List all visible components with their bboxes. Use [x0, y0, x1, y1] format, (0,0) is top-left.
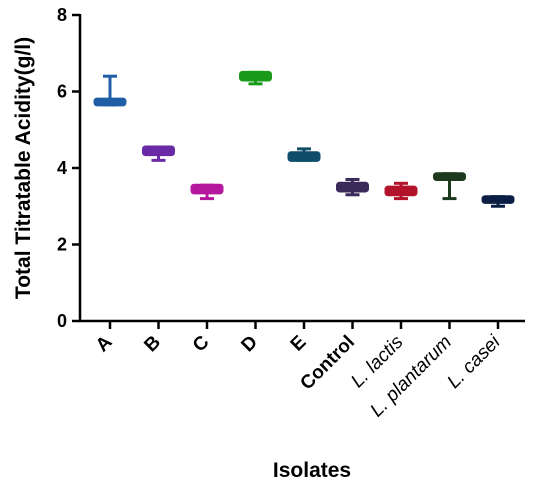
box-item: [336, 177, 369, 197]
box-item: [93, 74, 127, 107]
x-tick-label: A: [92, 331, 117, 356]
box-item: [384, 181, 418, 201]
y-tick-label: 6: [57, 82, 67, 102]
box-item: [142, 145, 175, 162]
x-tick-label: Control: [296, 332, 359, 395]
box-item: [190, 183, 224, 201]
y-tick-label: 4: [57, 158, 67, 178]
y-axis-title: Total Titratable Acidity(g/l): [12, 37, 35, 299]
y-tick-label: 0: [57, 311, 67, 331]
box-series: [93, 70, 515, 208]
x-tick-label: D: [237, 332, 262, 357]
y-tick-label: 2: [57, 235, 67, 255]
box-item: [287, 147, 321, 162]
box-item: [239, 70, 272, 86]
x-tick-label: B: [140, 332, 165, 357]
x-tick-label: C: [189, 331, 214, 356]
box-item: [481, 195, 515, 208]
x-tick-label: L. casei: [443, 331, 505, 393]
x-tick-label: E: [287, 332, 311, 356]
box-item: [433, 172, 466, 201]
x-axis-title: Isolates: [273, 459, 351, 482]
y-tick-label: 8: [57, 5, 67, 25]
y-axis-ticks: 0 2 4 6 8: [57, 5, 80, 331]
